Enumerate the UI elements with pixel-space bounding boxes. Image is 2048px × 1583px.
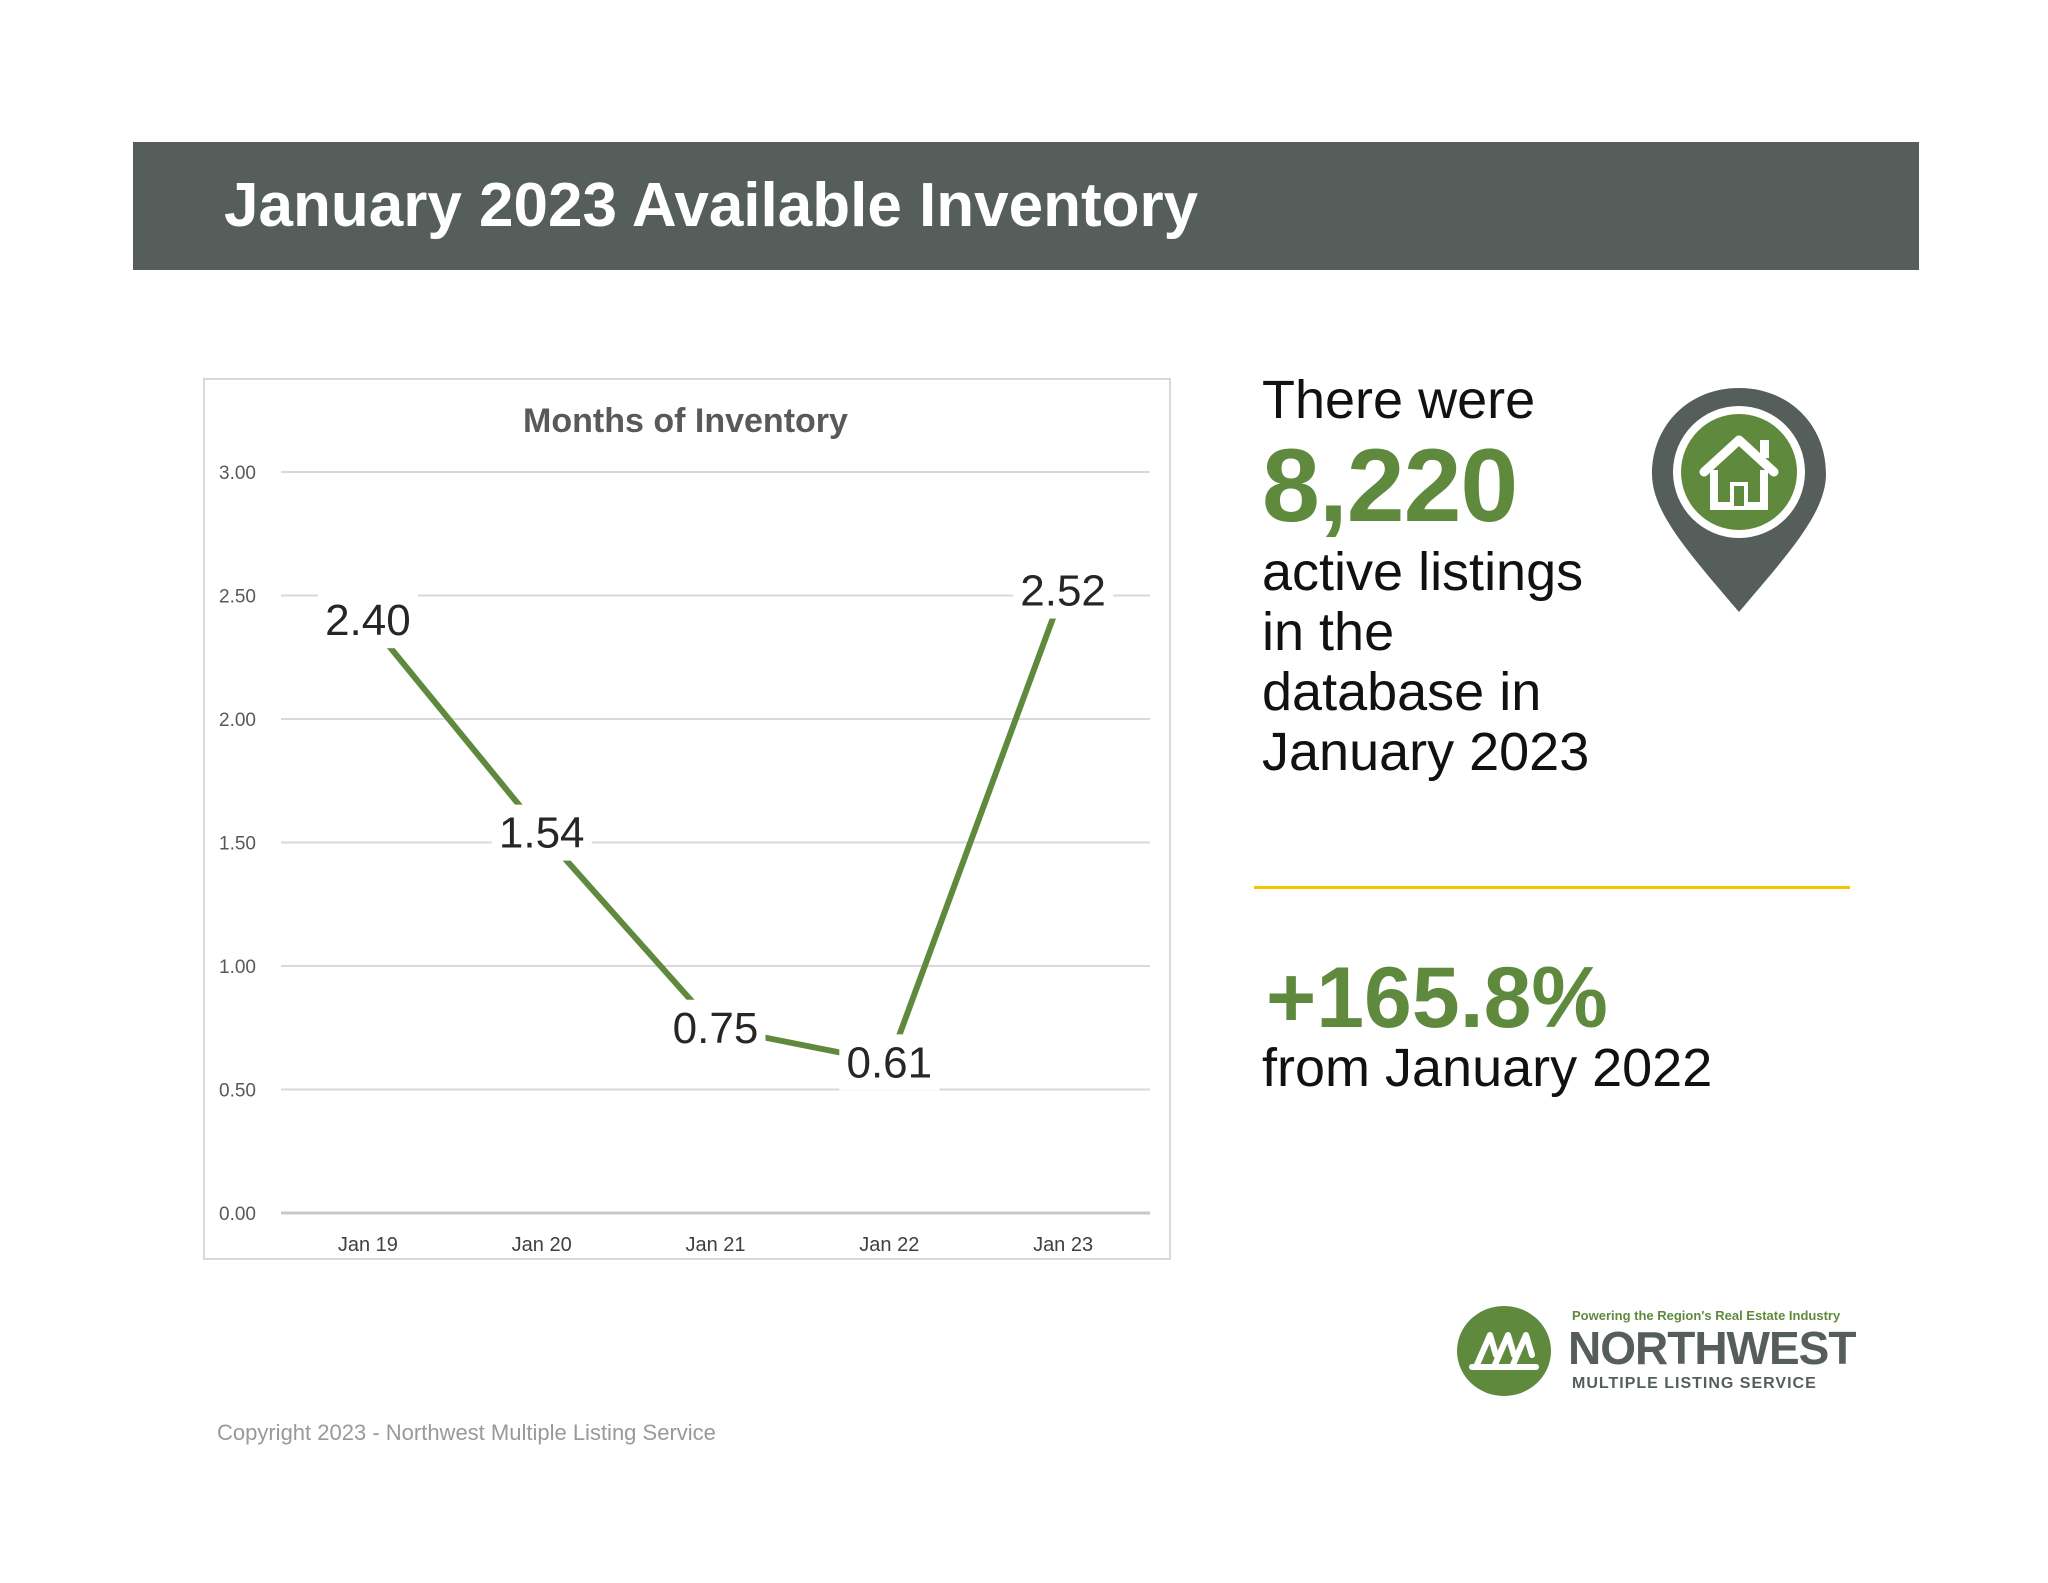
chart-title: Months of Inventory xyxy=(523,402,848,440)
logo-tagline: Powering the Region's Real Estate Indust… xyxy=(1572,1308,1841,1323)
house-location-pin-icon xyxy=(1648,384,1830,616)
data-label-background xyxy=(1013,562,1114,619)
y-tick-label: 1.50 xyxy=(219,834,256,855)
stat-description-line-2: in the xyxy=(1262,602,1395,662)
page-title: January 2023 Available Inventory xyxy=(224,171,1199,240)
x-tick-label: Jan 19 xyxy=(338,1234,398,1256)
chart-panel: Months of Inventory 0.00 0.50 1.00 1.50 2.00 2… xyxy=(203,378,1171,1260)
series-line xyxy=(365,589,1066,1066)
stat-lead-text: There were xyxy=(1262,370,1536,430)
stat-description-line-1: active listings xyxy=(1262,542,1584,602)
data-label: 2.40 xyxy=(325,596,411,645)
copyright-text: Copyright 2023 - Northwest Multiple List… xyxy=(217,1420,716,1445)
title-bar: January 2023 Available Inventory xyxy=(133,142,1919,270)
data-label-background xyxy=(839,1034,940,1091)
months-of-inventory-chart: Months of Inventory 0.00 0.50 1.00 1.50 2.00 2… xyxy=(219,402,1150,1256)
logo-name: NORTHWEST xyxy=(1568,1322,1856,1374)
data-label: 0.61 xyxy=(846,1038,932,1087)
data-label: 1.54 xyxy=(499,809,585,858)
y-tick-label: 1.00 xyxy=(219,957,256,978)
x-tick-label: Jan 23 xyxy=(1033,1234,1093,1256)
percent-change-value: +165.8% xyxy=(1266,950,1608,1046)
y-tick-label: 2.00 xyxy=(219,710,256,731)
stat-description-line-4: January 2023 xyxy=(1262,722,1590,782)
y-tick-label: 3.00 xyxy=(219,463,256,484)
data-label-background xyxy=(491,804,592,861)
active-listings-count: 8,220 xyxy=(1262,428,1518,544)
y-tick-label: 2.50 xyxy=(219,587,256,608)
logo-subtitle: MULTIPLE LISTING SERVICE xyxy=(1572,1375,1817,1392)
stat-description-line-3: database in xyxy=(1262,662,1542,722)
data-label-background xyxy=(665,999,766,1056)
nwmls-trees-logo-icon xyxy=(1456,1305,1552,1397)
x-tick-label: Jan 21 xyxy=(685,1234,745,1256)
percent-change-description: from January 2022 xyxy=(1262,1038,1713,1098)
section-divider xyxy=(1254,886,1850,889)
x-tick-label: Jan 22 xyxy=(859,1234,919,1256)
data-label: 0.75 xyxy=(673,1004,759,1053)
nwmls-logo: Powering the Region's Real Estate Indust… xyxy=(1456,1305,1876,1405)
y-tick-label: 0.50 xyxy=(219,1081,256,1102)
data-label-background xyxy=(317,592,418,649)
stats-panel: There were 8,220 active listings in the … xyxy=(1262,370,1682,782)
x-tick-label: Jan 20 xyxy=(512,1234,572,1256)
y-tick-label: 0.00 xyxy=(219,1204,256,1225)
data-label: 2.52 xyxy=(1020,567,1106,616)
